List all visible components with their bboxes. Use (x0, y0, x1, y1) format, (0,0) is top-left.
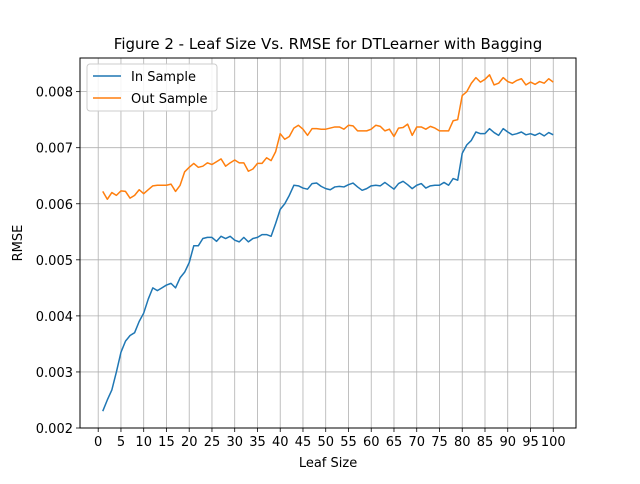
y-tick-label: 0.002 (36, 422, 73, 437)
x-axis-label: Leaf Size (299, 456, 357, 471)
y-tick-label: 0.008 (36, 86, 73, 101)
x-tick-label: 70 (408, 435, 425, 450)
x-tick-label: 15 (158, 435, 175, 450)
x-tick-label: 5 (117, 435, 125, 450)
x-axis-ticks: 0 5 10 15 20 25 30 35 40 45 50 55 60 65 70 75 80 85 90 95 10… (94, 428, 566, 450)
x-tick-label: 0 (94, 435, 102, 450)
x-tick-label: 45 (295, 435, 312, 450)
x-tick-label: 80 (454, 435, 471, 450)
x-tick-label: 60 (363, 435, 380, 450)
series-lines (102, 74, 554, 412)
x-tick-label: 30 (226, 435, 243, 450)
series-line-in-sample (102, 127, 554, 412)
legend-label-in-sample: In Sample (131, 70, 196, 85)
x-tick-label: 25 (204, 435, 221, 450)
x-tick-label: 90 (499, 435, 516, 450)
x-tick-label: 85 (477, 435, 494, 450)
plot-area (80, 58, 576, 428)
x-tick-label: 20 (181, 435, 198, 450)
legend: In Sample Out Sample (86, 63, 218, 112)
y-tick-label: 0.007 (36, 142, 73, 157)
legend-label-out-sample: Out Sample (131, 92, 207, 107)
chart-title: Figure 2 - Leaf Size Vs. RMSE for DTLear… (114, 35, 542, 53)
x-tick-label: 50 (317, 435, 334, 450)
x-tick-label: 10 (135, 435, 152, 450)
y-tick-label: 0.003 (36, 366, 73, 381)
y-axis-ticks: 0.002 0.003 0.004 0.005 0.006 0.007 0.008 (36, 86, 80, 437)
y-axis-label: RMSE (11, 225, 26, 262)
x-tick-label: 35 (249, 435, 266, 450)
x-tick-label: 65 (386, 435, 403, 450)
x-tick-label: 95 (522, 435, 539, 450)
y-tick-label: 0.005 (36, 254, 73, 269)
x-tick-label: 40 (272, 435, 289, 450)
y-tick-label: 0.004 (36, 310, 73, 325)
series-line-out-sample (102, 74, 554, 201)
y-tick-label: 0.006 (36, 198, 73, 213)
x-tick-label: 55 (340, 435, 357, 450)
x-tick-label: 100 (541, 435, 566, 450)
plot-frame (79, 57, 577, 429)
x-tick-label: 75 (431, 435, 448, 450)
